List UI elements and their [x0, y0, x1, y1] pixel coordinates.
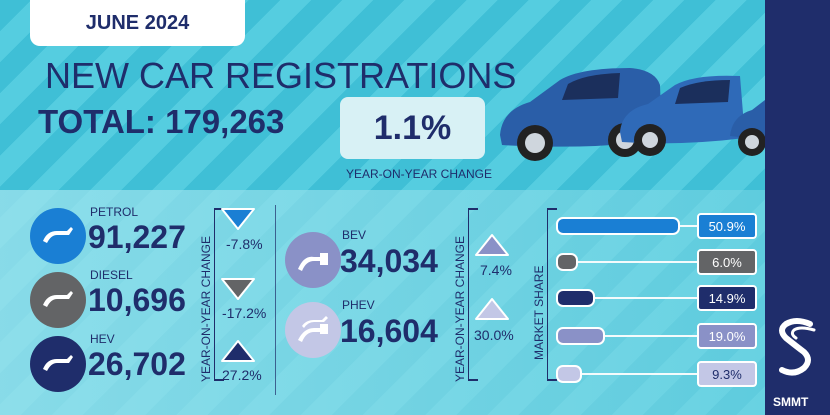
fuel-value: 34,034	[340, 243, 438, 279]
share-bar	[556, 253, 578, 271]
share-bar	[556, 217, 681, 235]
charging-plug-icon	[285, 232, 341, 288]
arrow-up-icon	[475, 298, 509, 320]
change-bracket	[214, 208, 215, 380]
bracket-tick	[214, 208, 224, 210]
share-bracket	[547, 208, 548, 380]
fuel-label: DIESEL	[90, 268, 133, 282]
change-value: 30.0%	[474, 327, 514, 343]
date-label: JUNE 2024	[85, 11, 190, 34]
bracket-tick	[547, 208, 557, 210]
yoy-change-label: YEAR-ON-YEAR CHANGE	[346, 167, 493, 181]
arrow-down-icon	[221, 208, 255, 230]
total-registrations: TOTAL: 179,263	[38, 103, 285, 140]
cars-illustration	[500, 68, 765, 161]
divider	[275, 205, 276, 395]
share-track	[556, 297, 697, 299]
bracket-tick	[547, 379, 557, 381]
arrow-down-icon	[221, 278, 255, 300]
car-back-icon	[730, 100, 765, 156]
change-axis-label: YEAR-ON-YEAR CHANGE	[453, 235, 467, 382]
share-bar	[556, 327, 605, 345]
yoy-change-box: 1.1%	[340, 97, 485, 159]
brand-name: SMMT	[773, 395, 809, 409]
fuel-nozzle-icon	[30, 272, 86, 328]
car-middle-icon	[620, 75, 745, 156]
bracket-tick	[214, 379, 224, 381]
share-track	[556, 261, 697, 263]
share-value: 9.3%	[697, 361, 757, 387]
share-bar	[556, 289, 596, 307]
fuel-label: HEV	[90, 332, 115, 346]
arrow-up-icon	[221, 340, 255, 362]
share-track	[556, 335, 697, 337]
fuel-nozzle-icon	[30, 208, 86, 264]
share-value: 14.9%	[697, 285, 757, 311]
share-track	[556, 373, 697, 375]
share-value: 50.9%	[697, 213, 757, 239]
fuel-nozzle-icon	[30, 336, 86, 392]
fuel-value: 16,604	[340, 313, 438, 349]
change-value: -7.8%	[226, 236, 263, 252]
yoy-change-value: 1.1%	[373, 108, 452, 147]
change-axis-label: YEAR-ON-YEAR CHANGE	[199, 235, 213, 382]
share-value: 19.0%	[697, 323, 757, 349]
date-tab: JUNE 2024	[30, 0, 245, 46]
fuel-value: 10,696	[88, 282, 186, 318]
plug-nozzle-icon	[285, 302, 341, 358]
bracket-tick	[468, 208, 478, 210]
market-share-label: MARKET SHARE	[532, 265, 546, 360]
fuel-label: PETROL	[90, 205, 139, 219]
change-value: -17.2%	[222, 305, 267, 321]
fuel-value: 91,227	[88, 219, 186, 255]
share-bar	[556, 365, 582, 383]
change-bracket	[468, 208, 469, 380]
share-value: 6.0%	[697, 249, 757, 275]
change-value: 7.4%	[480, 262, 512, 278]
change-value: 27.2%	[222, 367, 262, 383]
smmt-logo-icon	[779, 318, 816, 376]
arrow-up-icon	[475, 234, 509, 256]
fuel-label: BEV	[342, 228, 367, 242]
page-title: NEW CAR REGISTRATIONS	[45, 55, 517, 96]
bracket-tick	[468, 379, 478, 381]
fuel-value: 26,702	[88, 346, 186, 382]
fuel-label: PHEV	[342, 298, 375, 312]
